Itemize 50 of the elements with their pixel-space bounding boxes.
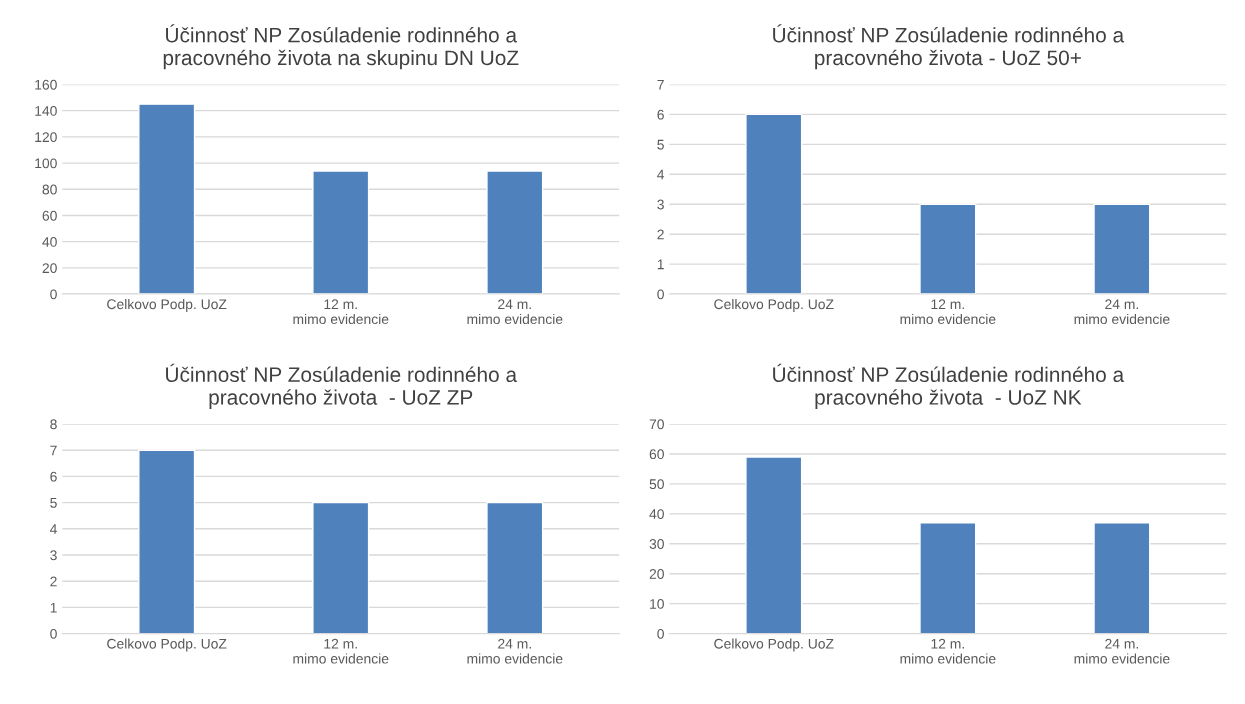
y-tick-label: 7 (50, 445, 57, 456)
y-tick-label: 30 (649, 539, 664, 549)
y-tick-label: 120 (35, 132, 57, 143)
y-tick-label: 2 (50, 576, 57, 587)
x-tick-label: 12 m. mimo evidencie (293, 299, 389, 325)
x-tick-label: Celkovo Podp. UoZ (107, 638, 227, 652)
chart-title: Účinnosť NP Zosúladenie rodinného a pracovného života - UoZ ZP (166, 363, 518, 409)
y-tick-label: 160 (35, 79, 57, 90)
chart-title: Účinnosť NP Zosúladenie rodinného a pracovného života - UoZ 50+ (773, 24, 1125, 70)
y-tick-label: 7 (657, 79, 664, 90)
y-tick-label: 3 (50, 550, 57, 561)
y-tick-label: 140 (35, 106, 57, 116)
y-tick-label: 1 (657, 259, 664, 270)
y-tick-label: 10 (650, 598, 664, 609)
y-tick-label: 0 (50, 289, 57, 300)
y-tick-label: 2 (657, 229, 664, 240)
y-tick-label: 0 (657, 289, 664, 300)
y-tick-label: 80 (42, 184, 57, 195)
y-tick-label: 4 (49, 524, 57, 534)
chart-title: Účinnosť NP Zosúladenie rodinného a pracovného života - UoZ NK (773, 363, 1125, 409)
y-tick-label: 100 (35, 158, 57, 169)
y-tick-label: 6 (50, 471, 57, 482)
x-tick-label: Celkovo Podp. UoZ (714, 298, 834, 312)
x-tick-label: Celkovo Podp. UoZ (107, 298, 227, 312)
x-tick-label: 12 m. mimo evidencie (293, 638, 389, 664)
y-tick-label: 40 (649, 509, 664, 519)
x-tick-label: 24 m. mimo evidencie (1074, 638, 1170, 664)
y-tick-label: 1 (50, 602, 57, 613)
x-tick-label: 12 m. mimo evidencie (900, 299, 996, 325)
y-tick-label: 4 (657, 169, 665, 180)
y-tick-label: 40 (42, 237, 57, 247)
y-tick-label: 5 (50, 498, 57, 508)
y-tick-label: 60 (42, 210, 57, 221)
y-tick-label: 3 (657, 199, 664, 210)
x-tick-label: 24 m. mimo evidencie (1074, 299, 1170, 325)
y-tick-label: 50 (649, 479, 664, 490)
x-tick-label: 24 m. mimo evidencie (467, 299, 563, 325)
y-tick-label: 5 (657, 139, 664, 150)
y-tick-label: 8 (50, 419, 57, 430)
y-tick-label: 0 (657, 628, 664, 639)
y-tick-label: 0 (50, 628, 57, 639)
y-tick-label: 60 (649, 449, 664, 460)
chart-title: Účinnosť NP Zosúladenie rodinného a pracovného života na skupinu DN UoZ (163, 24, 519, 70)
y-tick-label: 20 (649, 569, 664, 579)
x-tick-label: Celkovo Podp. UoZ (714, 638, 834, 652)
y-tick-label: 20 (42, 263, 57, 274)
y-tick-label: 6 (657, 109, 664, 120)
x-tick-label: 24 m. mimo evidencie (467, 638, 563, 664)
y-tick-label: 70 (649, 419, 664, 430)
x-tick-label: 12 m. mimo evidencie (900, 638, 996, 664)
